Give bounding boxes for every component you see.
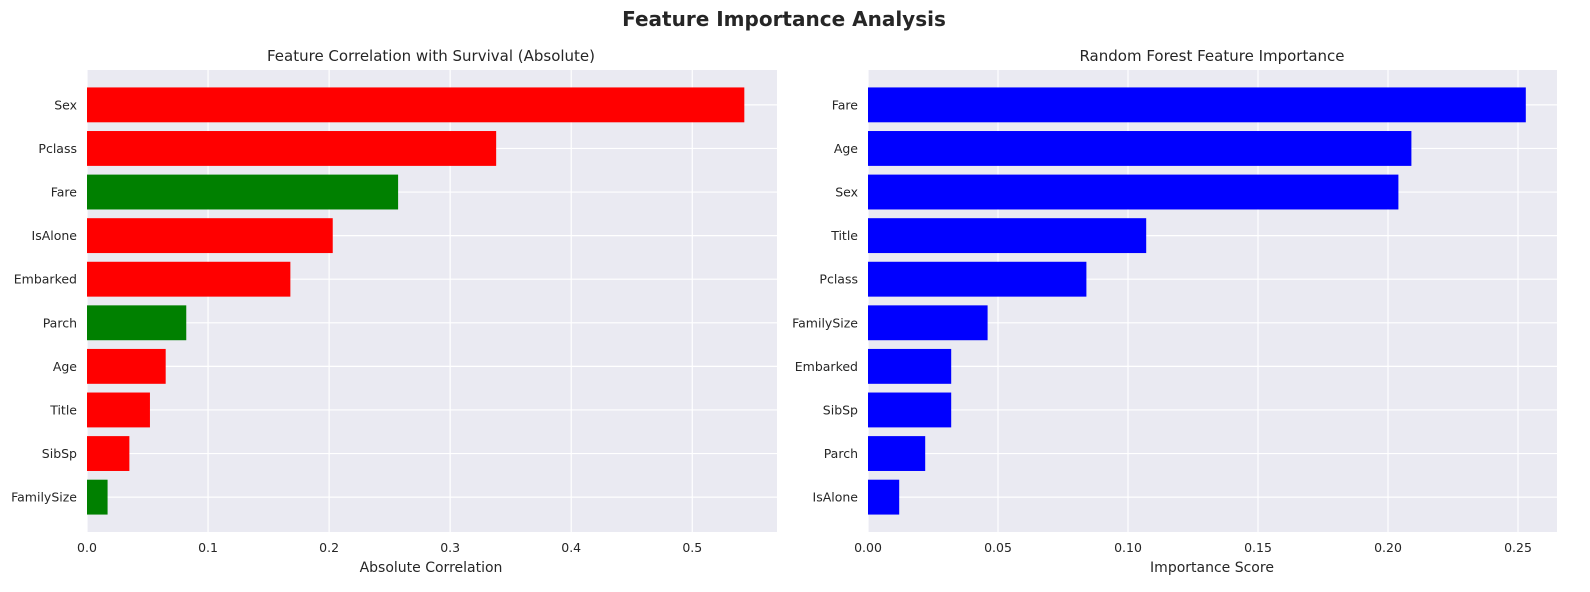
correlation-ytick-label: Fare: [51, 185, 78, 200]
importance-ytick-label: Pclass: [819, 272, 858, 287]
correlation-chart-xlabel: Absolute Correlation: [360, 560, 503, 576]
correlation-bar-embarked: [87, 261, 291, 297]
correlation-xtick-label: 0.5: [682, 540, 702, 555]
importance-chart-title: Random Forest Feature Importance: [1079, 47, 1344, 65]
importance-ytick-label: IsAlone: [813, 490, 859, 505]
correlation-ytick-label: SibSp: [42, 446, 77, 461]
importance-bar-age: [868, 131, 1412, 166]
importance-ytick-label: Age: [834, 141, 858, 156]
correlation-xtick-label: 0.4: [561, 540, 581, 555]
importance-ytick-label: FamilySize: [792, 315, 858, 330]
correlation-ytick-label: Sex: [54, 97, 77, 112]
correlation-ytick-label: FamilySize: [11, 490, 77, 505]
importance-xtick-label: 0.00: [854, 540, 882, 555]
correlation-ytick-label: Embarked: [14, 272, 77, 287]
correlation-ytick-label: Parch: [43, 315, 77, 330]
importance-xtick-label: 0.15: [1244, 540, 1272, 555]
correlation-bar-parch: [87, 305, 187, 341]
correlation-chart-panel: Feature Correlation with Survival (Absol…: [11, 47, 777, 576]
importance-ytick-label: Embarked: [795, 359, 858, 374]
correlation-bar-familysize: [87, 479, 108, 515]
importance-ytick-label: Sex: [835, 185, 858, 200]
correlation-xtick-label: 0.3: [440, 540, 460, 555]
importance-bar-embarked: [868, 348, 952, 384]
importance-xtick-label: 0.10: [1114, 540, 1142, 555]
importance-chart-xlabel: Importance Score: [1150, 560, 1274, 576]
importance-ytick-label: Parch: [824, 446, 858, 461]
correlation-xtick-label: 0.1: [198, 540, 218, 555]
importance-bar-sex: [868, 174, 1399, 210]
correlation-bar-age: [87, 348, 166, 384]
importance-bar-parch: [868, 436, 926, 471]
importance-bar-pclass: [868, 261, 1087, 297]
importance-bar-familysize: [868, 305, 988, 341]
importance-bar-sibsp: [868, 392, 952, 428]
importance-ytick-label: Fare: [832, 97, 859, 112]
correlation-bar-sex: [87, 87, 745, 123]
importance-xtick-label: 0.05: [984, 540, 1012, 555]
correlation-bar-title: [87, 392, 150, 428]
importance-xtick-label: 0.20: [1374, 540, 1402, 555]
correlation-ytick-label: Age: [53, 359, 77, 374]
correlation-ytick-label: Pclass: [38, 141, 77, 156]
importance-bar-title: [868, 218, 1147, 254]
correlation-xtick-label: 0.2: [319, 540, 339, 555]
correlation-ytick-label: Title: [49, 402, 77, 417]
correlation-xtick-label: 0.0: [77, 540, 97, 555]
importance-chart-panel: Random Forest Feature Importance Importa…: [792, 47, 1557, 576]
correlation-ytick-label: IsAlone: [32, 228, 78, 243]
figure-suptitle: Feature Importance Analysis: [622, 7, 946, 31]
correlation-bar-sibsp: [87, 436, 130, 471]
importance-bar-fare: [868, 87, 1526, 123]
importance-bar-isalone: [868, 479, 900, 515]
importance-ytick-label: SibSp: [823, 402, 858, 417]
correlation-chart-title: Feature Correlation with Survival (Absol…: [267, 47, 595, 65]
importance-xtick-label: 0.25: [1504, 540, 1532, 555]
correlation-bar-fare: [87, 174, 399, 210]
correlation-bar-pclass: [87, 131, 497, 166]
importance-ytick-label: Title: [830, 228, 858, 243]
correlation-bar-isalone: [87, 218, 333, 254]
